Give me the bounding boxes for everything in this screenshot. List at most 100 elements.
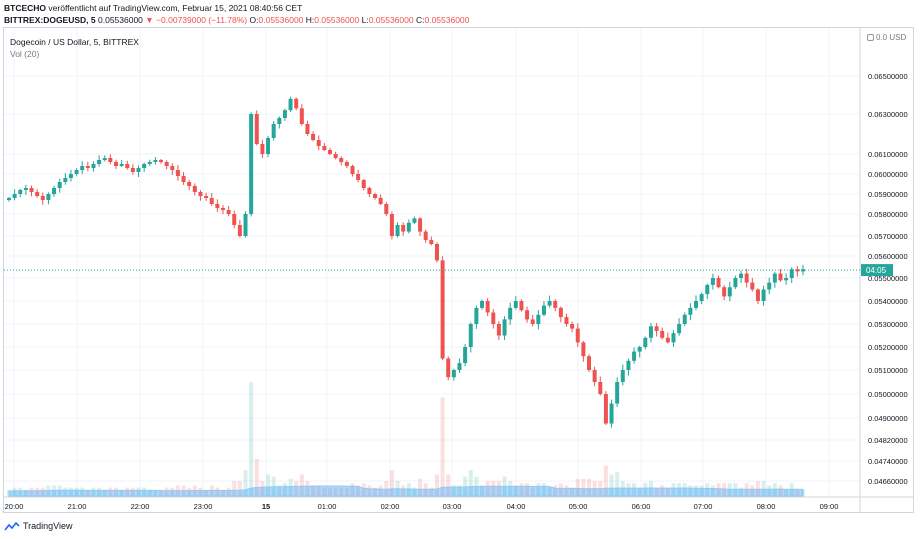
candle-body (648, 326, 653, 338)
candle-body (68, 174, 73, 178)
candle-body (142, 164, 147, 168)
volume-bar (80, 487, 85, 496)
candle-body (282, 110, 287, 118)
candle-body (356, 174, 361, 180)
y-tick-label: 0.06500000 (868, 72, 908, 81)
candle-body (637, 347, 642, 352)
volume-bar (491, 481, 496, 496)
candle-body (226, 210, 231, 214)
candle-body (243, 214, 248, 236)
candle-body (316, 140, 321, 146)
candle-body (558, 307, 563, 318)
volume-bar (508, 481, 513, 496)
candle-body (119, 164, 124, 166)
volume-bar (412, 487, 417, 496)
candle-body (508, 307, 513, 320)
candle-body (603, 394, 608, 424)
candle-body (147, 162, 152, 164)
candle-body (412, 218, 417, 223)
candle-body (40, 196, 45, 200)
candle-body (496, 324, 501, 336)
candle-body (52, 188, 57, 194)
volume-bar (767, 485, 772, 496)
candle-body (91, 164, 96, 168)
candle-body (108, 158, 113, 162)
candle-body (789, 269, 794, 278)
x-tick-label: 07:00 (694, 502, 713, 511)
candle-body (159, 160, 164, 162)
candle-body (192, 186, 197, 192)
volume-bar (232, 481, 237, 496)
x-tick-label: 06:00 (632, 502, 651, 511)
volume-bar (784, 489, 789, 496)
candle-body (502, 319, 507, 336)
candle-body (153, 160, 158, 162)
volume-bar (761, 481, 766, 496)
candle-body (581, 342, 586, 357)
candle-body (373, 194, 378, 198)
candle-body (716, 278, 721, 288)
volume-bar (12, 487, 17, 496)
volume-bar (333, 487, 338, 496)
volume-bar (451, 485, 456, 496)
volume-bar (688, 485, 693, 496)
volume-bar (547, 487, 552, 496)
price-unit[interactable]: 0.0 USD (867, 33, 906, 42)
volume-bar (327, 487, 332, 496)
candle-body (333, 154, 338, 158)
candle-body (130, 168, 135, 172)
candle-body (434, 244, 439, 261)
x-tick-label: 22:00 (131, 502, 150, 511)
volume-bar (519, 483, 524, 496)
candle-body (260, 144, 265, 154)
volume-bar (243, 470, 248, 496)
volume-bar (147, 489, 152, 496)
y-tick-label: 0.06100000 (868, 150, 908, 159)
chart-legend: Dogecoin / US Dollar, 5, BITTREX Vol (20… (10, 36, 139, 60)
legend-volume: Vol (20) (10, 49, 40, 59)
candle-body (784, 278, 789, 281)
candle-body (446, 358, 451, 378)
candle-body (18, 190, 23, 194)
volume-bar (440, 397, 445, 496)
volume-bar (311, 485, 316, 496)
candle-body (519, 301, 524, 311)
chart-frame (3, 27, 914, 513)
volume-bar (91, 487, 96, 496)
candle-body (12, 194, 17, 198)
candle-body (665, 337, 670, 343)
candle-body (474, 307, 479, 324)
volume-bar (603, 465, 608, 496)
candle-body (705, 284, 710, 295)
candle-body (277, 118, 282, 124)
candle-body (587, 356, 592, 370)
y-tick-label: 0.05200000 (868, 343, 908, 352)
ohlc-line: BITTREX:DOGEUSD, 5 0.05536000 ▼ −0.00739… (4, 15, 469, 25)
volume-bar (249, 382, 254, 496)
volume-bar (85, 489, 90, 496)
volume-bar (361, 483, 366, 496)
y-tick-label: 0.05600000 (868, 252, 908, 261)
tradingview-logo[interactable]: TradingView (4, 521, 73, 531)
candle-body (547, 301, 552, 306)
volume-bar (102, 489, 107, 496)
volume-bar (18, 487, 23, 496)
volume-bar (282, 483, 287, 496)
candle-body (671, 333, 676, 343)
volume-bar (705, 483, 710, 496)
volume-ma-area (8, 485, 804, 497)
candle-body (215, 204, 220, 208)
candle-body (457, 363, 462, 370)
volume-bar (480, 485, 485, 496)
y-tick-label: 0.05800000 (868, 210, 908, 219)
candle-body (181, 176, 186, 182)
volume-bar (434, 474, 439, 496)
publish-line: BTCECHO veröffentlicht auf TradingView.c… (4, 3, 302, 13)
volume-bar (35, 487, 40, 496)
x-tick-label: 05:00 (569, 502, 588, 511)
candle-body (801, 269, 805, 272)
candle-body (7, 198, 11, 200)
candle-body (97, 160, 102, 164)
volume-bar (350, 483, 355, 496)
